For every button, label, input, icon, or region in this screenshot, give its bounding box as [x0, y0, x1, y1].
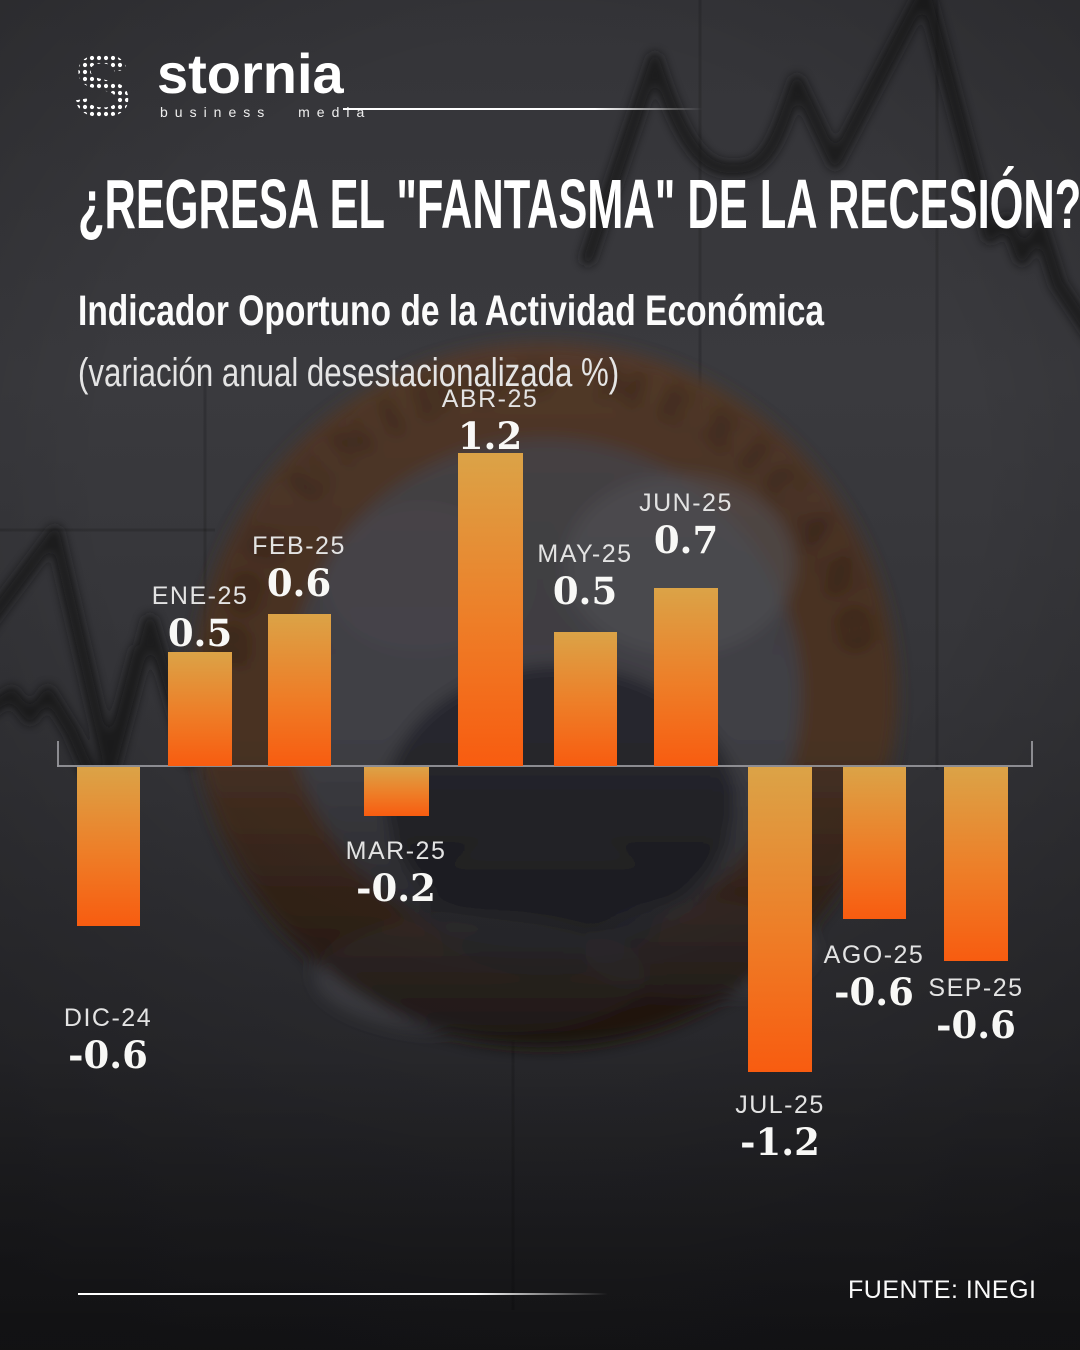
- bar-label-group: SEP-25 -0.6: [886, 973, 1066, 1047]
- axis-tick-left: [57, 741, 59, 767]
- bar-value: -0.6: [936, 1003, 1016, 1047]
- brand-tagline: business media: [160, 104, 372, 120]
- chart-subtitle: (variación anual desestacionalizada %): [78, 351, 620, 395]
- bar-label-group: AGO-25 -0.6: [784, 940, 964, 1014]
- source-label: FUENTE: INEGI: [848, 1276, 1037, 1304]
- brand-dotted-s-icon: S: [75, 48, 132, 128]
- bar-value: 0.5: [552, 569, 618, 613]
- header-rule: [343, 108, 703, 110]
- bar-value: 0.7: [653, 518, 719, 562]
- axis-tick-right: [1031, 741, 1033, 767]
- bar-feb-25: [268, 614, 331, 766]
- brand-logo: S stornia business media: [75, 42, 372, 129]
- bar-label-group: JUL-25 -1.2: [690, 1090, 870, 1164]
- bar-label-group: FEB-25 0.6: [209, 531, 389, 605]
- bar-label-group: JUN-25 0.7: [596, 488, 776, 562]
- bar-value: -1.2: [740, 1120, 820, 1164]
- bar-value: -0.6: [68, 1033, 148, 1077]
- bar-category: SEP-25: [928, 974, 1024, 1002]
- bar-mar-25: [364, 767, 429, 816]
- bar-value: 0.6: [266, 561, 332, 605]
- bar-label-group: MAY-25 0.5: [495, 539, 675, 613]
- bar-category: DIC-24: [63, 1004, 153, 1032]
- bar-category: MAY-25: [537, 540, 633, 568]
- svg-text:S: S: [75, 48, 132, 128]
- bar-value: 1.2: [457, 414, 523, 458]
- bar-category: MAR-25: [345, 837, 447, 865]
- bar-category: FEB-25: [252, 532, 346, 560]
- bar-category: ABR-25: [441, 385, 539, 413]
- footer-rule: [78, 1293, 608, 1295]
- bar-label-group: ABR-25 1.2: [400, 384, 580, 458]
- bar-label-group: ENE-25 0.5: [110, 581, 290, 655]
- bar-abr-25: [458, 453, 523, 766]
- bar-value: -0.2: [356, 866, 436, 910]
- bar-ago-25: [843, 767, 906, 919]
- brand-name: stornia: [157, 42, 344, 105]
- bar-label-group: MAR-25 -0.2: [306, 836, 486, 910]
- bar-ene-25: [168, 652, 232, 766]
- bar-sep-25: [944, 767, 1008, 961]
- bar-value: -0.6: [834, 970, 914, 1014]
- bar-value: 0.5: [167, 611, 233, 655]
- bar-category: JUN-25: [639, 489, 733, 517]
- bar-may-25: [554, 632, 617, 766]
- bar-category: AGO-25: [823, 941, 925, 969]
- page-title: ¿REGRESA EL "FANTASMA" DE LA RECESIÓN?: [78, 165, 1080, 243]
- bar-category: JUL-25: [735, 1091, 825, 1119]
- chart-title: Indicador Oportuno de la Actividad Econó…: [78, 287, 825, 335]
- bar-jul-25: [748, 767, 812, 1072]
- axis-baseline: [57, 765, 1033, 767]
- bar-dic-24: [77, 767, 140, 926]
- bar-category: ENE-25: [151, 582, 249, 610]
- bar-label-group: DIC-24 -0.6: [18, 1003, 198, 1077]
- bar-jun-25: [654, 588, 718, 766]
